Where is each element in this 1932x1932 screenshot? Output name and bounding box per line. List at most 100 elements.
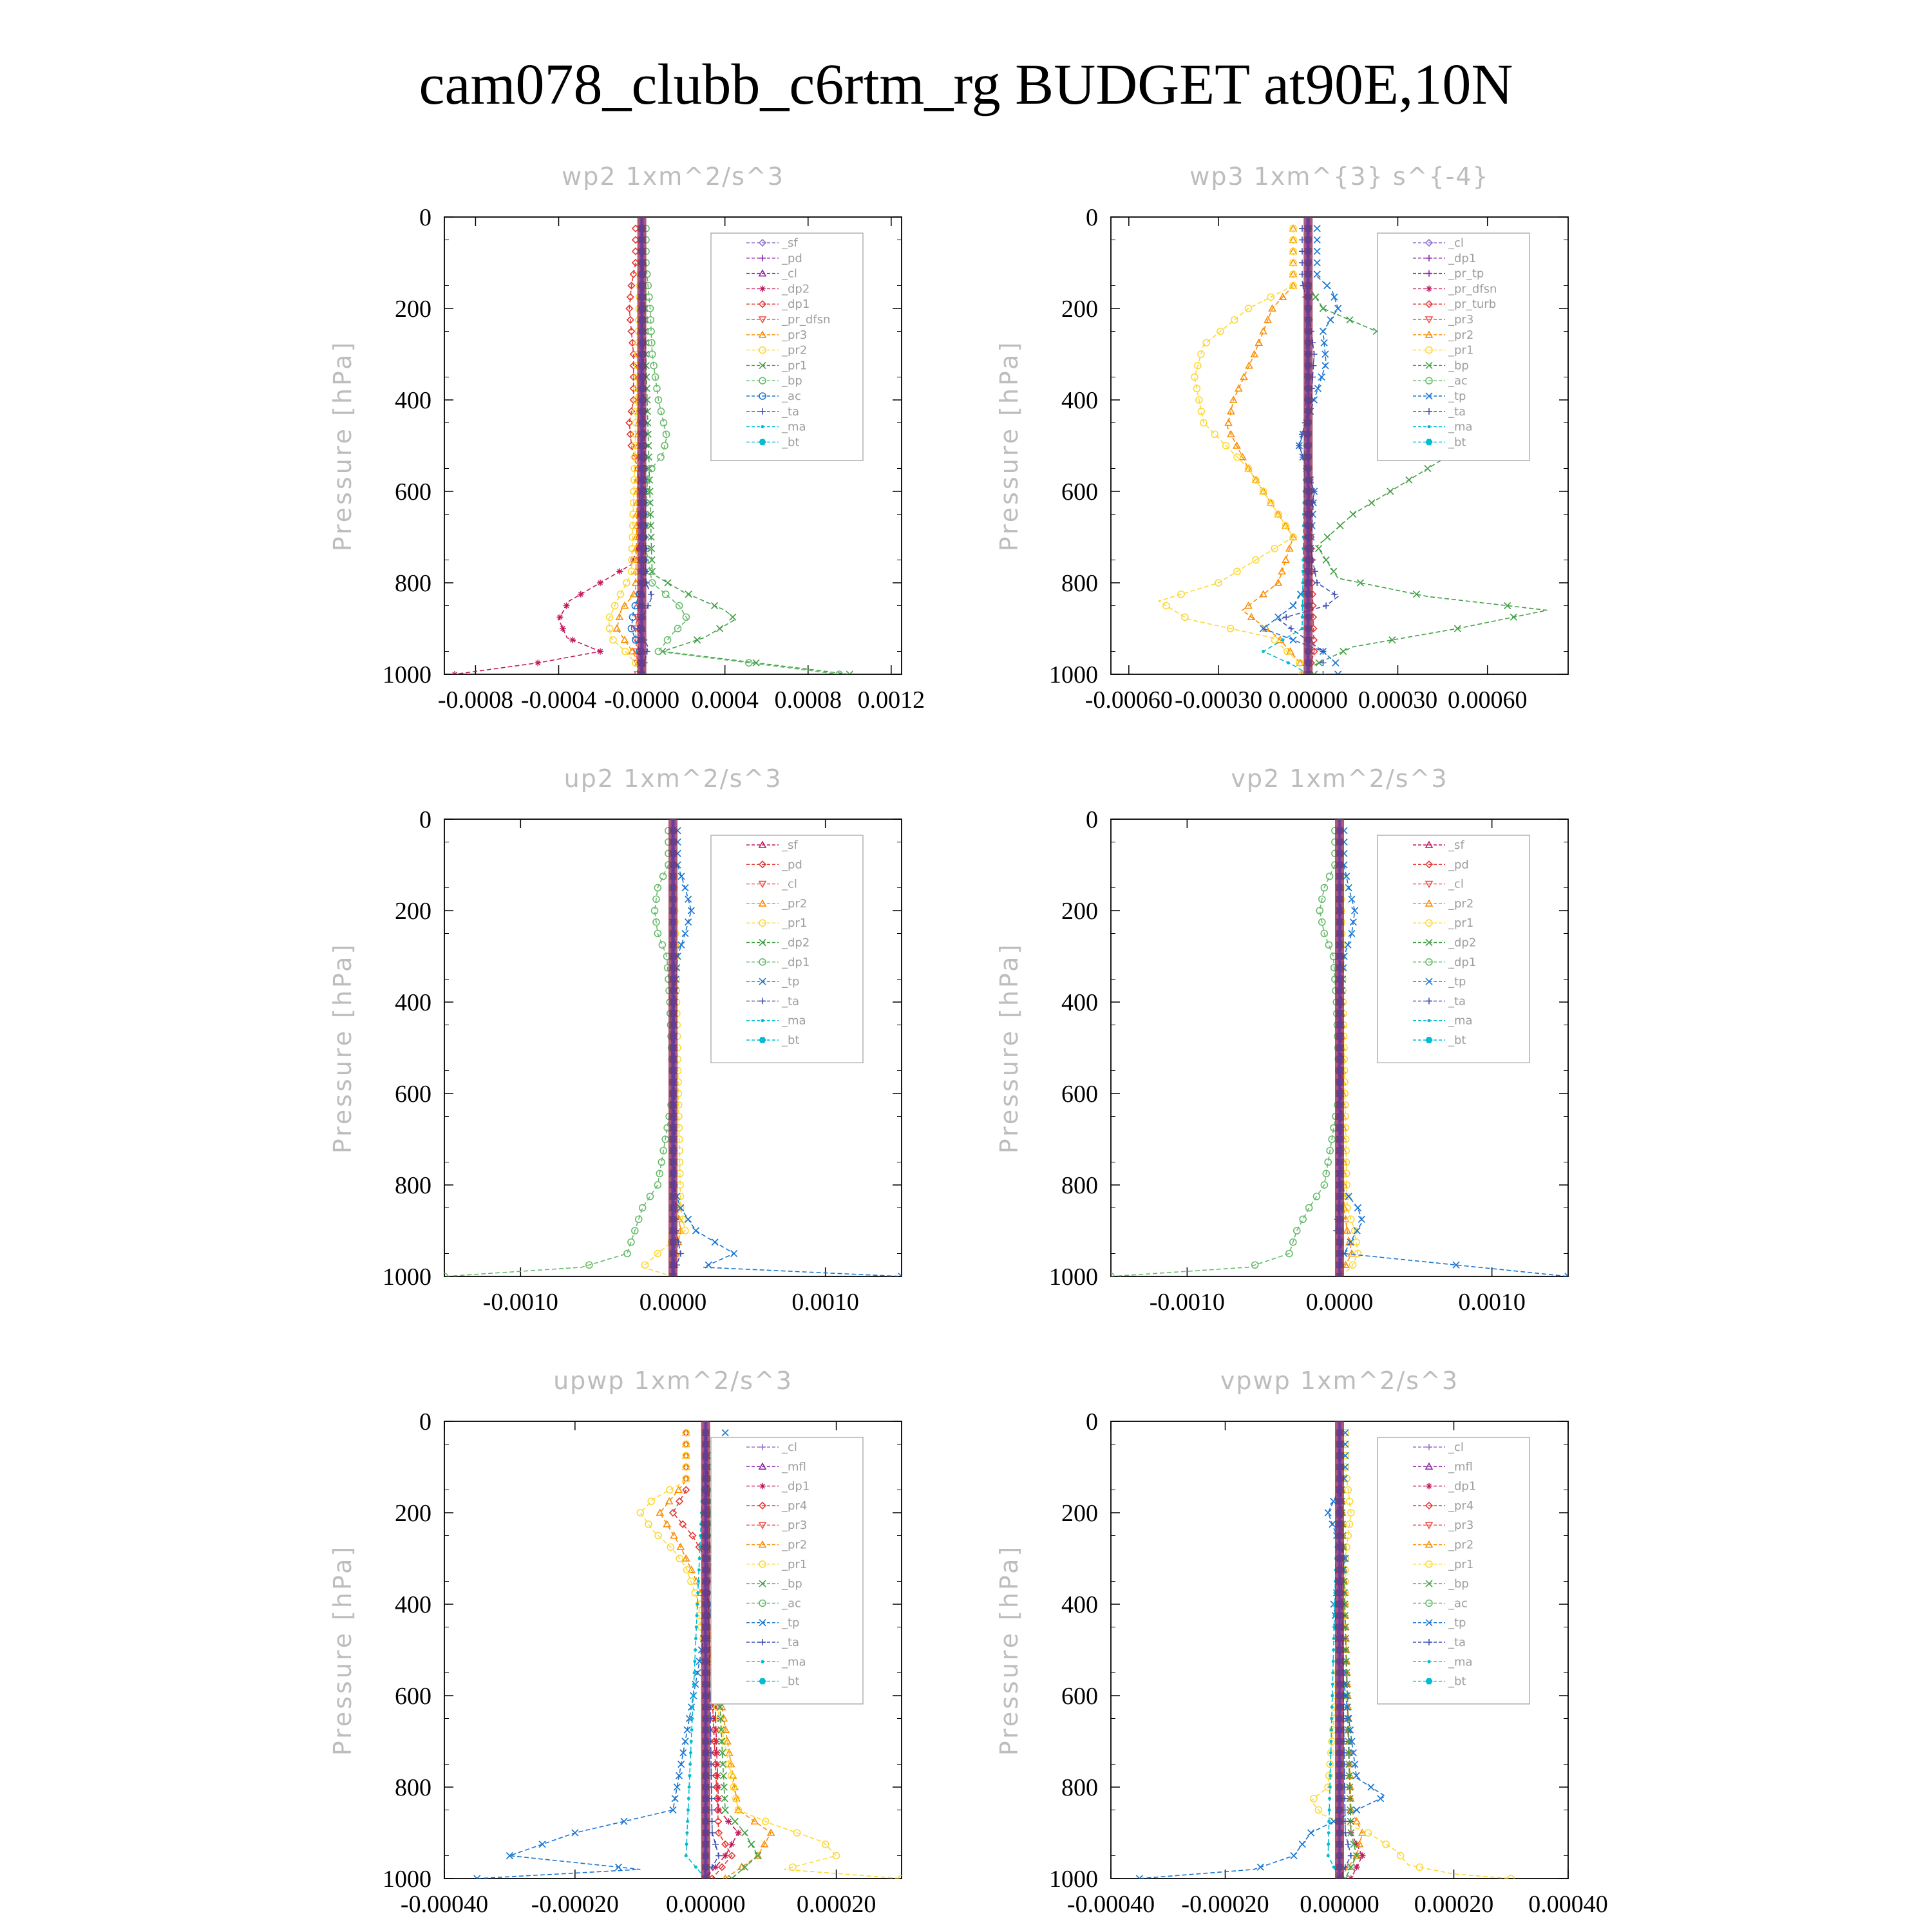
legend-label: _bt (1448, 1675, 1466, 1689)
y-tick-label: 600 (1061, 1081, 1098, 1108)
legend-label: _tp (781, 1616, 799, 1630)
data-point (1282, 555, 1290, 564)
data-point (663, 1520, 671, 1528)
data-point (1324, 1509, 1332, 1517)
data-point (1425, 1037, 1433, 1043)
data-point (666, 1486, 674, 1494)
data-point (709, 1714, 717, 1723)
data-point (659, 419, 668, 427)
data-point (670, 1531, 678, 1539)
data-point (605, 625, 614, 632)
data-point (1290, 1852, 1298, 1860)
legend-label: _ta (1448, 405, 1466, 419)
data-point (1274, 510, 1282, 518)
data-point (1313, 236, 1321, 244)
data-point (628, 556, 636, 564)
data-point (625, 304, 634, 313)
legend-item: _bp (1413, 1577, 1469, 1591)
data-point (761, 1660, 764, 1663)
data-point (569, 636, 576, 643)
legend: _cl _mfl _dp1 _pr4 _pr3 _pr2 _pr1 _bp _ac _tp _ta _… (1377, 1437, 1530, 1705)
data-point (1354, 1249, 1362, 1258)
data-point (758, 840, 767, 848)
data-point (695, 1614, 699, 1618)
data-point (1425, 1501, 1434, 1510)
legend-item: _pr1 (1413, 916, 1473, 930)
data-point (612, 624, 621, 632)
data-point (835, 670, 843, 674)
data-point (685, 918, 692, 926)
data-point (628, 647, 636, 655)
legend-item: _cl (1413, 878, 1464, 891)
data-point (1282, 521, 1290, 529)
data-point (1287, 625, 1294, 632)
data-point (754, 1852, 762, 1860)
data-point (1425, 346, 1433, 354)
legend-item: _pr2 (1413, 1539, 1473, 1552)
data-point (1285, 544, 1294, 552)
data-point (1342, 1658, 1350, 1665)
data-point (1274, 509, 1283, 518)
data-point (1247, 612, 1256, 621)
data-point (1348, 929, 1356, 938)
y-tick-label: 1000 (1049, 661, 1098, 688)
data-point (1194, 361, 1202, 370)
data-point (1278, 567, 1287, 575)
data-point (685, 1215, 692, 1223)
data-point (647, 522, 655, 529)
data-point (1252, 476, 1260, 484)
data-point (1345, 1841, 1352, 1848)
y-tick-label: 200 (395, 1500, 431, 1527)
data-point (727, 1772, 735, 1780)
data-point (752, 659, 760, 667)
data-point (715, 1714, 724, 1723)
data-point (630, 556, 637, 564)
data-point (1326, 1146, 1334, 1155)
legend-item: _pr_dfsn (746, 313, 830, 327)
data-point (1313, 225, 1321, 232)
data-point (1345, 1772, 1353, 1779)
data-point (1240, 372, 1248, 381)
data-point (597, 648, 604, 655)
data-point (697, 1557, 701, 1560)
data-point (793, 1829, 801, 1837)
data-point (1289, 224, 1297, 232)
data-point (629, 270, 638, 278)
panel-title: wp2 1xm^2/s^3 (562, 162, 784, 191)
data-point (1347, 1215, 1355, 1224)
data-point (1425, 978, 1433, 985)
data-point (730, 1783, 737, 1791)
data-point (681, 884, 689, 892)
data-point (1262, 650, 1265, 653)
data-point (620, 636, 629, 643)
data-point (1321, 362, 1329, 370)
legend-label: _pd (781, 252, 802, 265)
data-point (1454, 625, 1461, 632)
legend-label: _dp1 (781, 956, 810, 969)
data-point (682, 1452, 690, 1460)
legend-label: _pr2 (1448, 1539, 1473, 1552)
data-point (1327, 1831, 1331, 1835)
data-point (1426, 998, 1432, 1005)
legend-label: _bp (1448, 1577, 1469, 1591)
legend-label: _dp2 (1448, 936, 1476, 950)
data-point (677, 941, 685, 949)
legend-label: _pr_turb (1448, 298, 1496, 311)
legend-item: _pr4 (1413, 1499, 1473, 1513)
data-point (1424, 464, 1432, 473)
data-point (759, 998, 766, 1005)
y-axis-label: Pressure [hPa] (995, 942, 1023, 1154)
data-point (789, 1863, 797, 1871)
data-point (451, 671, 459, 674)
data-point (629, 373, 638, 381)
data-point (717, 1726, 725, 1734)
series-line (639, 1480, 902, 1879)
data-point (1347, 1238, 1354, 1246)
data-point (1330, 567, 1338, 575)
data-point (630, 488, 638, 495)
data-point (1289, 601, 1297, 610)
data-point (1233, 567, 1241, 576)
x-tick-label: -0.00020 (531, 1891, 619, 1918)
data-point (623, 1249, 631, 1258)
data-point (657, 453, 665, 461)
